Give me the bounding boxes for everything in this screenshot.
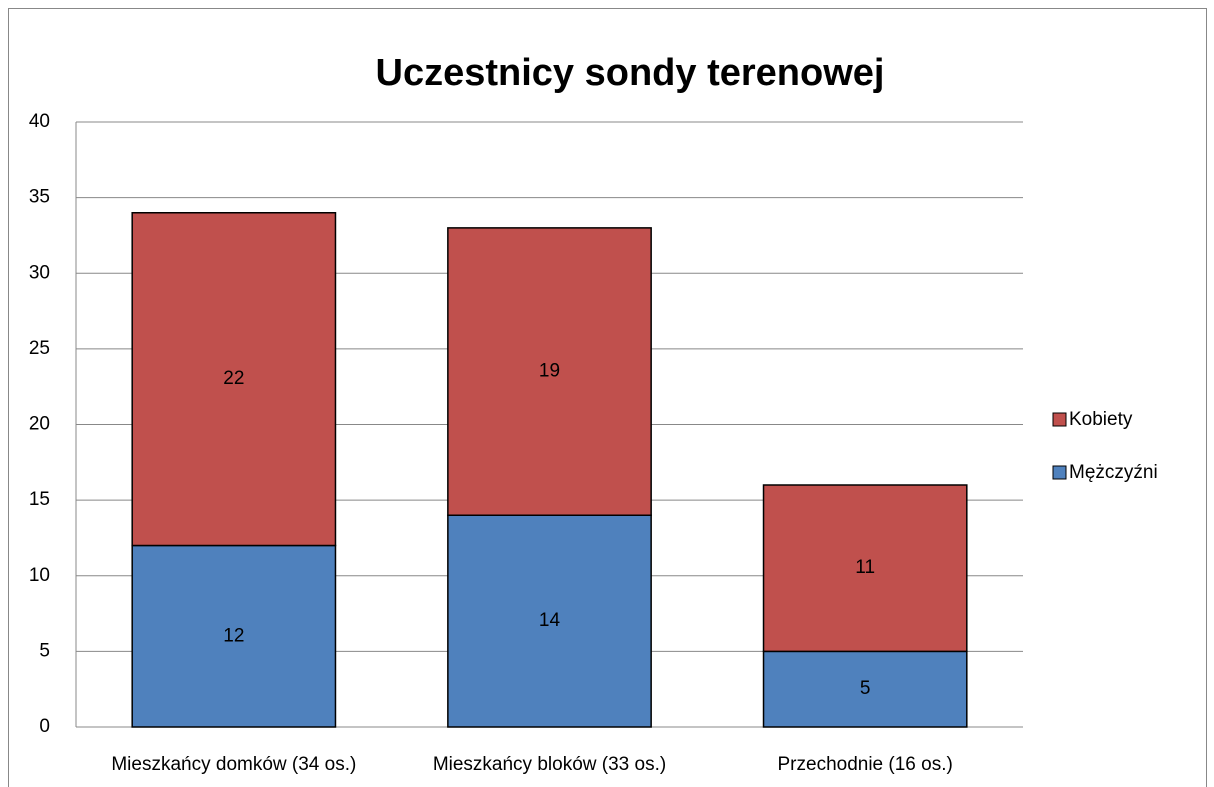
chart-title: Uczestnicy sondy terenowej — [376, 52, 885, 94]
y-tick-label: 10 — [29, 565, 50, 586]
data-label: 11 — [855, 557, 875, 578]
legend-swatch — [1052, 412, 1067, 427]
bar-segment — [447, 514, 652, 728]
y-tick-label: 35 — [29, 187, 50, 208]
x-tick-label: Mieszkańcy domków (34 os.) — [111, 754, 356, 775]
x-tick-label: Przechodnie (16 os.) — [778, 754, 953, 775]
legend-swatch — [1052, 465, 1067, 480]
y-tick-label: 40 — [29, 111, 50, 132]
y-tick-label: 0 — [39, 716, 50, 737]
y-tick-label: 20 — [29, 414, 50, 435]
bar-segment — [762, 650, 968, 728]
bar-segment — [131, 212, 337, 547]
data-label: 12 — [223, 625, 244, 646]
data-label: 22 — [223, 368, 244, 389]
legend-label: Mężczyźni — [1069, 462, 1158, 483]
data-label: 14 — [539, 610, 561, 631]
data-label: 5 — [860, 678, 871, 699]
bar-segment — [447, 227, 652, 516]
data-label: 19 — [539, 361, 560, 382]
y-tick-label: 5 — [39, 640, 50, 661]
legend-label: Kobiety — [1069, 409, 1133, 430]
y-tick-label: 15 — [29, 489, 50, 510]
bar-segment — [762, 484, 968, 653]
y-tick-label: 30 — [29, 262, 50, 283]
y-tick-label: 25 — [29, 338, 50, 359]
bar-segment — [131, 544, 337, 728]
x-tick-label: Mieszkańcy bloków (33 os.) — [433, 754, 666, 775]
